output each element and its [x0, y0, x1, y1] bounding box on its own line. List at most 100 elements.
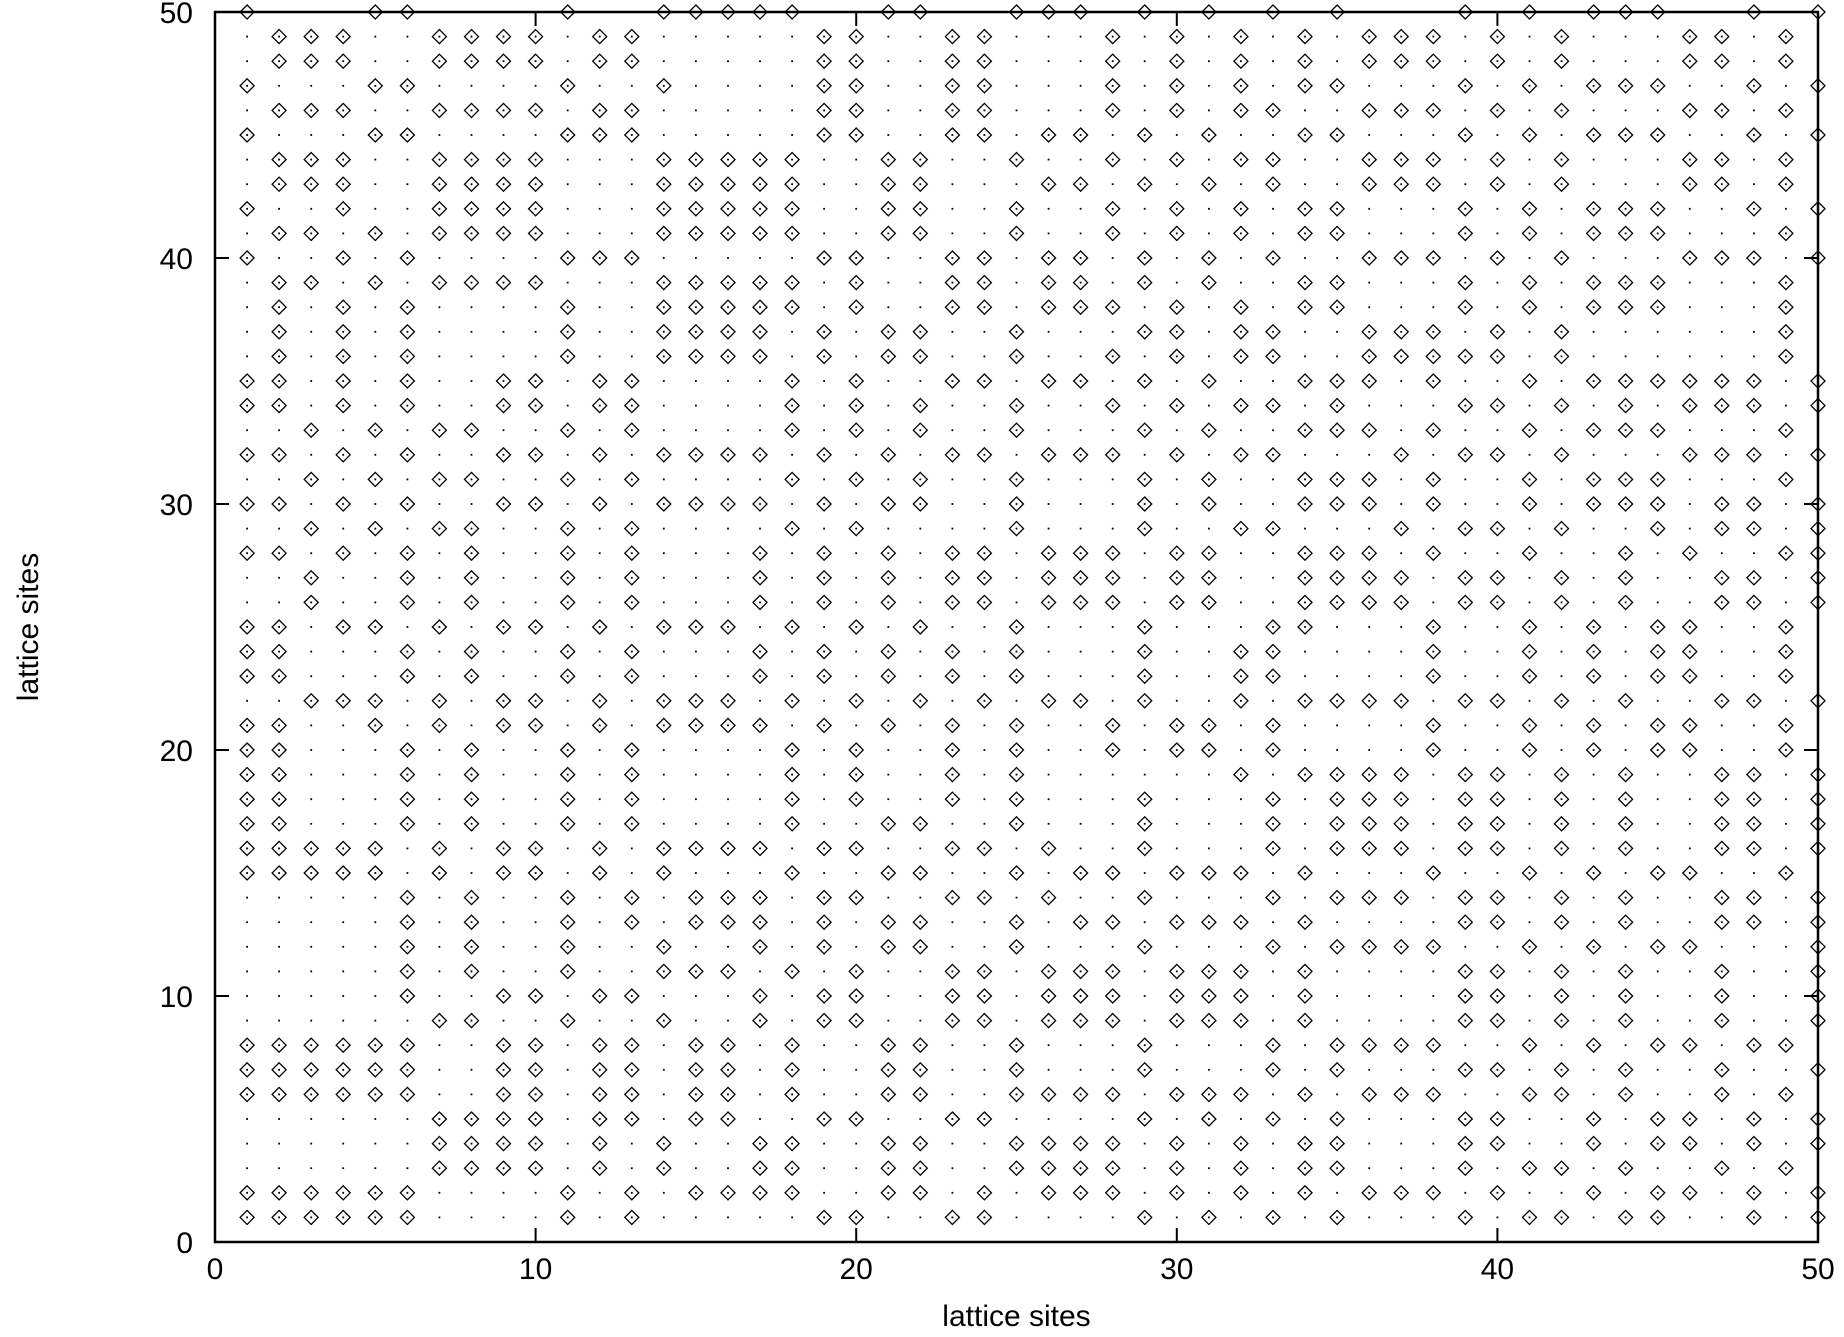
data-point-diamond: [784, 791, 801, 808]
site-dot: [1400, 306, 1403, 309]
data-point-diamond: [591, 102, 608, 119]
data-point-diamond: [1040, 692, 1057, 709]
site-dot: [1464, 404, 1467, 407]
site-dot: [342, 330, 345, 333]
data-point-diamond: [1777, 1037, 1794, 1054]
data-point-diamond: [1425, 176, 1442, 193]
site-dot: [855, 1068, 858, 1071]
site-dot: [1079, 601, 1082, 604]
site-dot: [695, 257, 697, 259]
site-dot: [1560, 872, 1563, 874]
data-point-diamond: [1649, 225, 1666, 242]
site-dot: [695, 1019, 697, 1022]
data-point-diamond: [1361, 1086, 1378, 1103]
data-point-diamond: [1681, 176, 1698, 193]
site-dot: [1079, 699, 1082, 702]
data-point-diamond: [1617, 373, 1634, 389]
data-point-diamond: [399, 4, 416, 20]
data-point-diamond: [912, 914, 929, 931]
data-point-diamond: [1168, 1012, 1185, 1029]
site-dot: [1560, 921, 1563, 924]
site-dot: [438, 404, 441, 407]
site-dot: [1111, 699, 1114, 702]
site-dot: [919, 1068, 922, 1071]
data-point-diamond: [1393, 938, 1410, 955]
site-dot: [310, 207, 313, 210]
site-dot: [1432, 1191, 1435, 1194]
data-point-diamond: [431, 717, 448, 734]
data-point-diamond: [1521, 643, 1538, 660]
site-dot: [470, 306, 473, 309]
site-dot: [438, 1142, 441, 1145]
data-point-diamond: [1200, 717, 1217, 734]
site-dot: [1143, 330, 1146, 333]
site-dot: [759, 232, 761, 235]
site-dot: [1785, 158, 1787, 161]
data-point-diamond: [1681, 397, 1698, 414]
site-dot: [1304, 1167, 1306, 1170]
site-dot: [1208, 134, 1210, 136]
data-point-diamond: [559, 742, 576, 758]
data-point-diamond: [1425, 53, 1442, 70]
data-point-diamond: [1265, 717, 1281, 734]
data-point-diamond: [1072, 127, 1089, 143]
site-dot: [1336, 183, 1338, 186]
data-point-diamond: [1393, 102, 1410, 119]
site-dot: [695, 1093, 697, 1096]
site-dot: [1304, 183, 1306, 186]
site-dot: [1143, 1191, 1146, 1194]
site-dot: [1208, 380, 1210, 382]
site-dot: [566, 1118, 569, 1120]
site-dot: [1785, 453, 1787, 456]
site-dot: [438, 601, 441, 604]
data-point-diamond: [527, 1111, 544, 1127]
site-dot: [1656, 1118, 1659, 1120]
site-dot: [438, 995, 441, 997]
site-dot: [1656, 306, 1659, 309]
site-dot: [855, 1142, 858, 1145]
site-dot: [1785, 404, 1787, 407]
data-point-diamond: [1553, 815, 1570, 832]
data-point-diamond: [591, 1086, 608, 1103]
data-point-diamond: [1168, 53, 1185, 70]
site-dot: [919, 478, 922, 481]
data-point-diamond: [1072, 914, 1089, 931]
site-dot: [887, 773, 890, 776]
site-dot: [1720, 822, 1723, 825]
site-dot: [630, 35, 633, 38]
site-dot: [919, 773, 922, 776]
site-dot: [1015, 306, 1018, 309]
site-dot: [342, 478, 345, 481]
site-dot: [1047, 576, 1050, 579]
site-dot: [983, 404, 986, 407]
site-dot: [1272, 232, 1274, 235]
site-dot: [438, 749, 441, 751]
site-dot: [919, 1167, 922, 1170]
site-dot: [342, 527, 345, 530]
data-point-diamond: [1681, 28, 1698, 45]
site-dot: [1560, 478, 1563, 481]
site-dot: [1079, 724, 1082, 727]
site-dot: [566, 626, 569, 628]
data-point-diamond: [976, 1209, 993, 1226]
site-dot: [630, 798, 633, 801]
site-dot: [887, 183, 890, 186]
data-point-diamond: [1361, 373, 1378, 389]
data-point-diamond: [1489, 963, 1506, 980]
site-dot: [1368, 626, 1371, 628]
data-point-diamond: [623, 250, 640, 266]
site-dot: [1175, 330, 1178, 333]
data-point-diamond: [399, 545, 416, 562]
data-point-diamond: [335, 28, 352, 45]
site-dot: [1240, 798, 1242, 801]
site-dot: [951, 453, 954, 456]
site-dot: [1785, 798, 1787, 801]
site-dot: [342, 822, 345, 825]
site-dot: [727, 650, 729, 653]
data-point-diamond: [431, 520, 448, 537]
site-dot: [1143, 503, 1146, 505]
data-point-diamond: [1200, 963, 1217, 980]
data-point-diamond: [1072, 692, 1089, 709]
site-dot: [1240, 749, 1242, 751]
site-dot: [887, 1142, 890, 1145]
